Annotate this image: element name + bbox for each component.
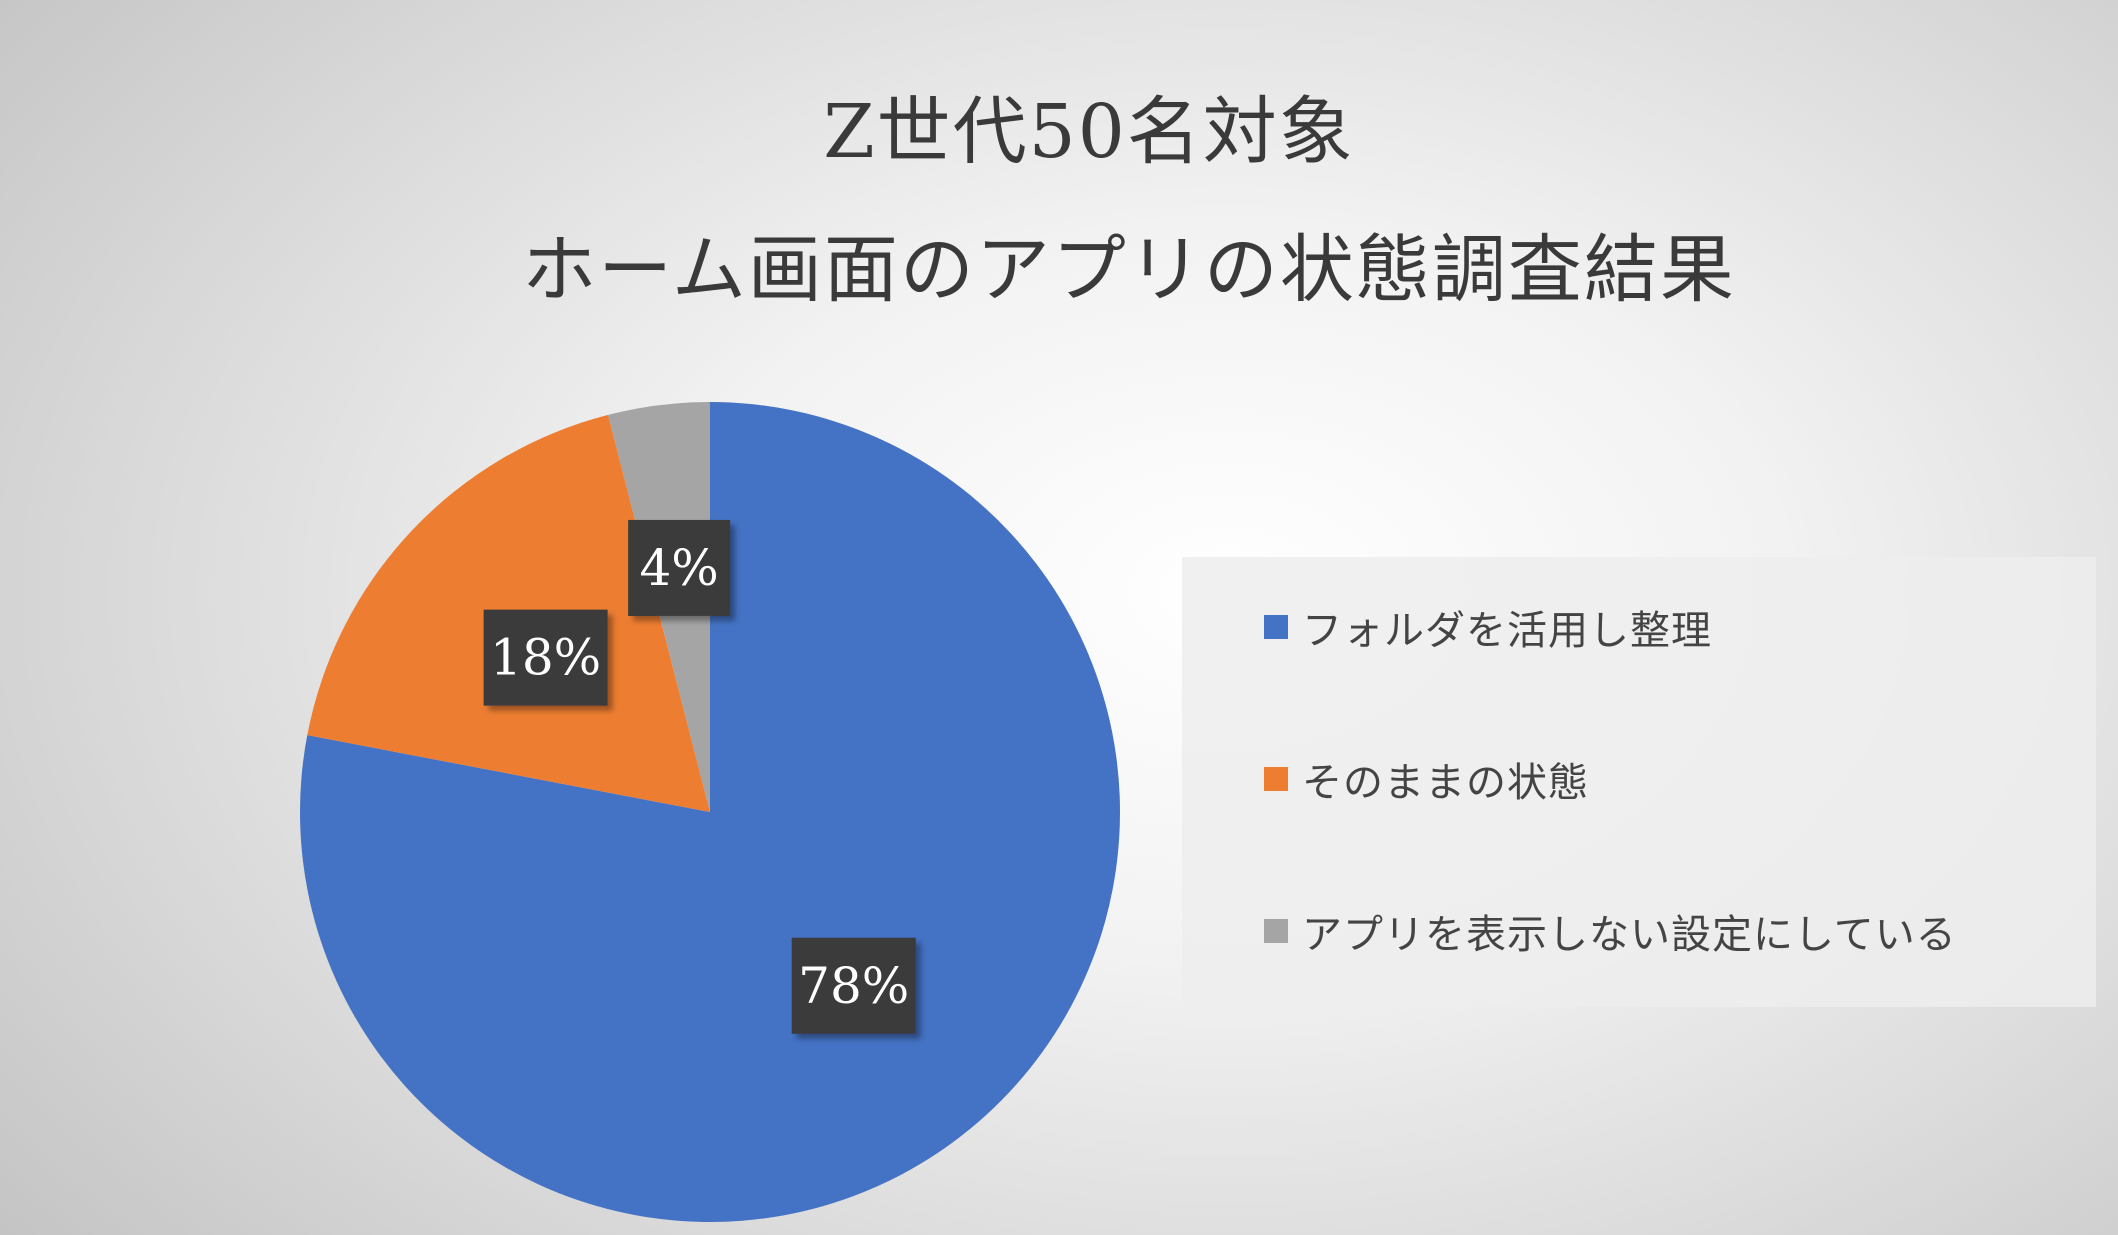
chart-title-line-2: ホーム画面のアプリの状態調査結果 <box>522 227 1736 313</box>
data-label-2: 4% <box>628 519 731 616</box>
data-label-text-0: 78% <box>798 957 909 1015</box>
data-label-1: 18% <box>483 609 608 706</box>
data-label-text-2: 4% <box>640 539 719 597</box>
legend-swatch-blue <box>1264 615 1288 639</box>
data-label-box-2 <box>628 519 731 616</box>
legend-item-0[interactable]: フォルダを活用し整理 <box>1264 607 1712 654</box>
legend: フォルダを活用し整理 そのままの状態 アプリを表示しない設定にしている <box>1182 557 2096 1007</box>
legend-swatch-orange <box>1264 767 1288 791</box>
legend-label: そのままの状態 <box>1302 760 1589 806</box>
data-label-box-1 <box>483 609 608 706</box>
legend-label: アプリを表示しない設定にしている <box>1302 912 1957 958</box>
pie-data-labels: 78% 18% 4% <box>483 519 916 1034</box>
legend-label: フォルダを活用し整理 <box>1302 608 1712 654</box>
data-label-box-0 <box>791 937 916 1034</box>
data-label-0: 78% <box>791 937 916 1034</box>
legend-item-2[interactable]: アプリを表示しない設定にしている <box>1264 911 1957 958</box>
chart-title: Z世代50名対象 ホーム画面のアプリの状態調査結果 <box>0 95 2118 307</box>
data-label-text-1: 18% <box>490 629 601 687</box>
legend-swatch-gray <box>1264 919 1288 943</box>
chart-title-line-1: Z世代50名対象 <box>823 89 1355 175</box>
legend-item-1[interactable]: そのままの状態 <box>1264 759 1589 806</box>
